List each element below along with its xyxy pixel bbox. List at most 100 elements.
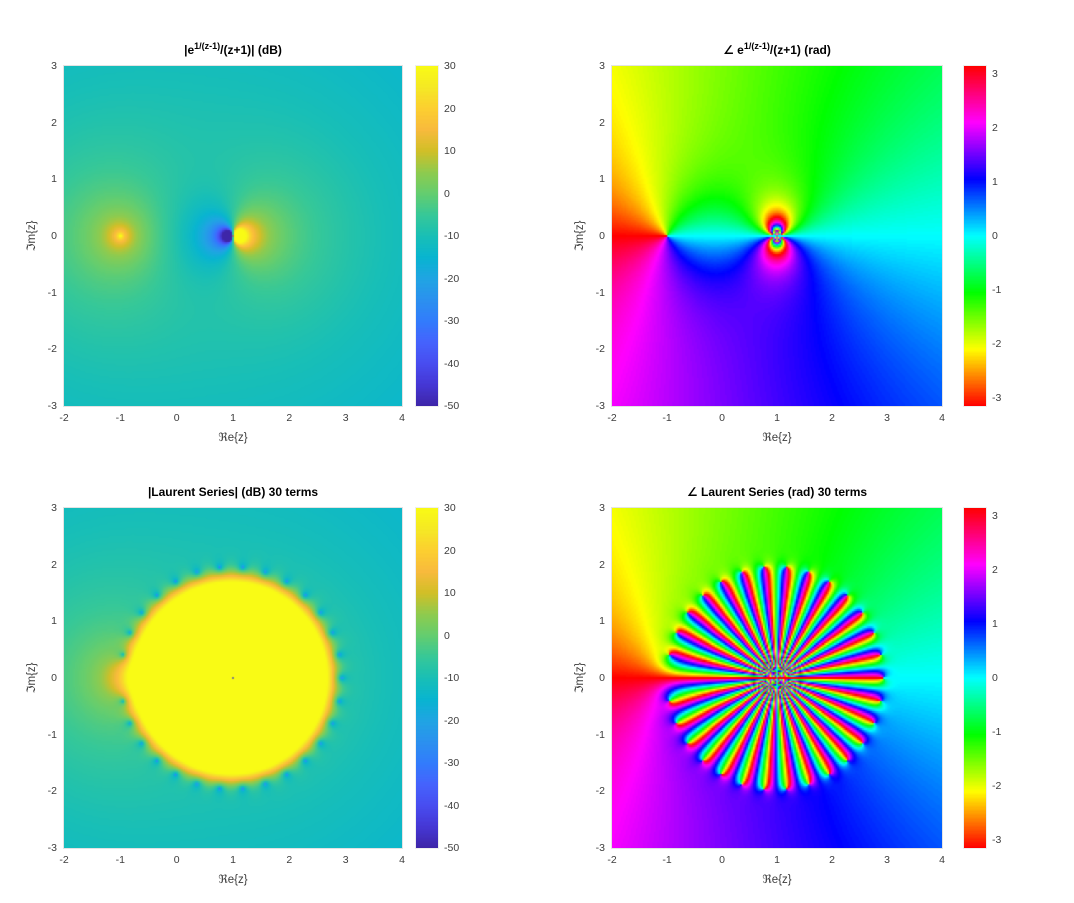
y-tick-label: 3: [599, 60, 605, 72]
colorbar-phase-laurent: [963, 507, 987, 849]
colorbar-tick-label: 30: [444, 60, 456, 72]
colorbar-magnitude-f: [415, 65, 439, 407]
title-superscript: 1/(z-1): [194, 41, 221, 51]
y-tick-label: 1: [51, 615, 57, 628]
colorbar-tick-label: 1: [992, 617, 998, 630]
x-tick-label: -1: [662, 854, 672, 866]
colorbar-tick-label: -3: [992, 392, 1002, 405]
colorbar-tick-label: -40: [444, 357, 460, 370]
title-base-text: |e: [184, 43, 195, 57]
x-tick-label: 0: [719, 412, 725, 424]
title-rest-text: /(z+1) (rad): [769, 43, 831, 57]
heatmap-phase-laurent: [611, 507, 943, 849]
x-tick-label: -2: [607, 854, 617, 866]
y-axis-label: ℑm{z}: [26, 220, 38, 252]
colorbar-tick-label: -20: [444, 272, 460, 285]
colorbar-tick-label: 10: [444, 587, 456, 599]
heatmap-phase-f: [611, 65, 943, 407]
x-tick-label: -2: [59, 854, 69, 866]
x-tick-label: -1: [115, 412, 125, 424]
colorbar-tick-label: 0: [992, 672, 998, 684]
x-tick-label: 4: [939, 854, 945, 866]
subplot-phase-f: ∠ e1/(z-1)/(z+1) (rad) ℜe{z} ℑm{z} -2 -1 0…: [574, 41, 1001, 444]
colorbar-tick-label: -40: [444, 799, 460, 812]
y-tick-label: 0: [51, 672, 57, 684]
y-tick-label: -2: [595, 785, 605, 798]
subplot-title: ∠ e1/(z-1)/(z+1) (rad): [542, 41, 1012, 57]
y-tick-label: 1: [51, 173, 57, 186]
y-tick-label: 2: [51, 558, 57, 571]
x-tick-label: 2: [286, 854, 293, 866]
colorbar-tick-label: 0: [444, 187, 450, 200]
x-tick-label: 1: [230, 854, 236, 866]
x-tick-label: 2: [829, 854, 835, 866]
title-base-text: |Laurent Series| (dB) 30 terms: [147, 485, 319, 499]
y-tick-label: -2: [47, 785, 57, 798]
subplot-title: |Laurent Series| (dB) 30 terms: [0, 483, 472, 499]
x-tick-label: 3: [342, 854, 349, 866]
colorbar-tick-label: -20: [444, 714, 460, 727]
colorbar-tick-label: -1: [992, 726, 1002, 739]
y-tick-label: 0: [599, 672, 605, 684]
y-tick-label: 1: [599, 173, 605, 186]
x-axis-label: ℜe{z}: [762, 874, 792, 886]
x-axis-label: ℜe{z}: [218, 432, 248, 444]
heatmap-magnitude-laurent: [63, 507, 403, 849]
x-tick-label: 4: [399, 412, 405, 424]
x-tick-label: -2: [607, 412, 617, 424]
x-tick-label: 0: [173, 854, 180, 866]
y-axis-label: ℑm{z}: [574, 220, 586, 252]
title-base-text: ∠ Laurent Series (rad) 30 terms: [686, 485, 868, 499]
y-tick-label: -3: [47, 400, 57, 412]
x-axis-label: ℜe{z}: [762, 432, 792, 444]
colorbar-magnitude-laurent: [415, 507, 439, 849]
y-tick-label: 3: [51, 60, 57, 72]
colorbar-tick-label: -2: [992, 338, 1002, 351]
title-superscript: 1/(z-1): [743, 41, 770, 51]
x-tick-label: 1: [774, 854, 780, 866]
x-tick-label: 2: [829, 412, 835, 424]
colorbar-tick-label: 3: [992, 67, 998, 80]
colorbar-tick-label: -10: [444, 230, 460, 242]
colorbar-tick-label: -50: [444, 400, 460, 412]
colorbar-tick-label: -10: [444, 672, 460, 684]
x-tick-label: 3: [884, 854, 890, 866]
colorbar-phase-f: [963, 65, 987, 407]
colorbar-tick-label: 10: [444, 145, 456, 157]
y-tick-label: 2: [599, 558, 605, 571]
x-tick-label: 3: [884, 412, 890, 424]
subplot-phase-laurent: ∠ Laurent Series (rad) 30 terms ℜe{z} ℑm…: [574, 485, 1001, 886]
y-axis-label: ℑm{z}: [574, 662, 586, 694]
subplot-magnitude-f: |e1/(z-1)/(z+1)| (dB) ℜe{z} ℑm{z} -2 -1 0 1…: [26, 41, 459, 444]
x-tick-label: 1: [230, 412, 236, 424]
colorbar-tick-label: 30: [444, 502, 456, 514]
colorbar-tick-label: 20: [444, 102, 456, 115]
y-tick-label: -1: [595, 728, 605, 741]
x-tick-label: 1: [774, 412, 780, 424]
colorbar-tick-label: -1: [992, 284, 1002, 297]
x-tick-label: 0: [719, 854, 725, 866]
colorbar-tick-label: 1: [992, 175, 998, 188]
title-base-text: ∠ e: [723, 43, 744, 57]
y-tick-label: -1: [595, 286, 605, 299]
x-tick-label: 2: [286, 412, 293, 424]
x-tick-label: -1: [662, 412, 672, 424]
colorbar-tick-label: 0: [992, 230, 998, 242]
heatmap-magnitude-f: [63, 65, 403, 407]
y-tick-label: -3: [47, 842, 57, 854]
title-rest-text: /(z+1)| (dB): [220, 43, 282, 57]
y-tick-label: 2: [51, 116, 57, 129]
y-tick-label: -2: [595, 343, 605, 356]
y-axis-label: ℑm{z}: [26, 662, 38, 694]
colorbar-tick-label: 2: [992, 563, 998, 576]
y-tick-label: 2: [599, 116, 605, 129]
y-tick-label: -1: [47, 286, 57, 299]
x-tick-label: -1: [115, 854, 125, 866]
colorbar-tick-label: 0: [444, 629, 450, 642]
x-axis-label: ℜe{z}: [218, 874, 248, 886]
colorbar-tick-label: 20: [444, 544, 456, 557]
x-tick-label: 4: [399, 854, 405, 866]
y-tick-label: 3: [599, 502, 605, 514]
y-tick-label: -2: [47, 343, 57, 356]
subplot-title: ∠ Laurent Series (rad) 30 terms: [542, 483, 1012, 499]
